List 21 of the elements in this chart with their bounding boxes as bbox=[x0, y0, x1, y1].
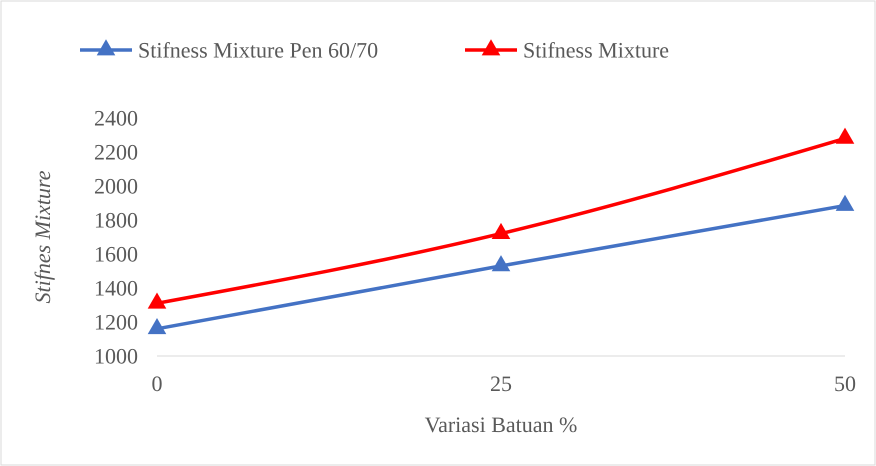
y-tick-label: 1000 bbox=[94, 344, 138, 369]
point bbox=[148, 292, 166, 309]
point bbox=[836, 128, 854, 144]
x-axis-title: Variasi Batuan % bbox=[424, 412, 578, 437]
y-tick-label: 1400 bbox=[94, 276, 138, 301]
y-tick-label: 2200 bbox=[94, 140, 138, 165]
x-tick-label: 25 bbox=[490, 371, 512, 396]
y-tick-label: 1600 bbox=[94, 242, 138, 267]
x-tick-label: 0 bbox=[152, 371, 162, 396]
point bbox=[492, 255, 510, 272]
point bbox=[836, 194, 854, 211]
y-tick-label: 2400 bbox=[94, 106, 138, 131]
legend-label: Stifness Mixture Pen 60/70 bbox=[138, 38, 378, 63]
y-tick-label: 1800 bbox=[94, 208, 138, 233]
x-tick-label: 50 bbox=[834, 371, 856, 396]
point bbox=[148, 318, 166, 334]
y-axis-title: Stifnes Mixture bbox=[30, 170, 55, 304]
legend-label: Stifness Mixture bbox=[523, 38, 670, 63]
y-tick-label: 2000 bbox=[94, 174, 138, 199]
point bbox=[492, 222, 510, 239]
y-tick-label: 1200 bbox=[94, 310, 138, 335]
